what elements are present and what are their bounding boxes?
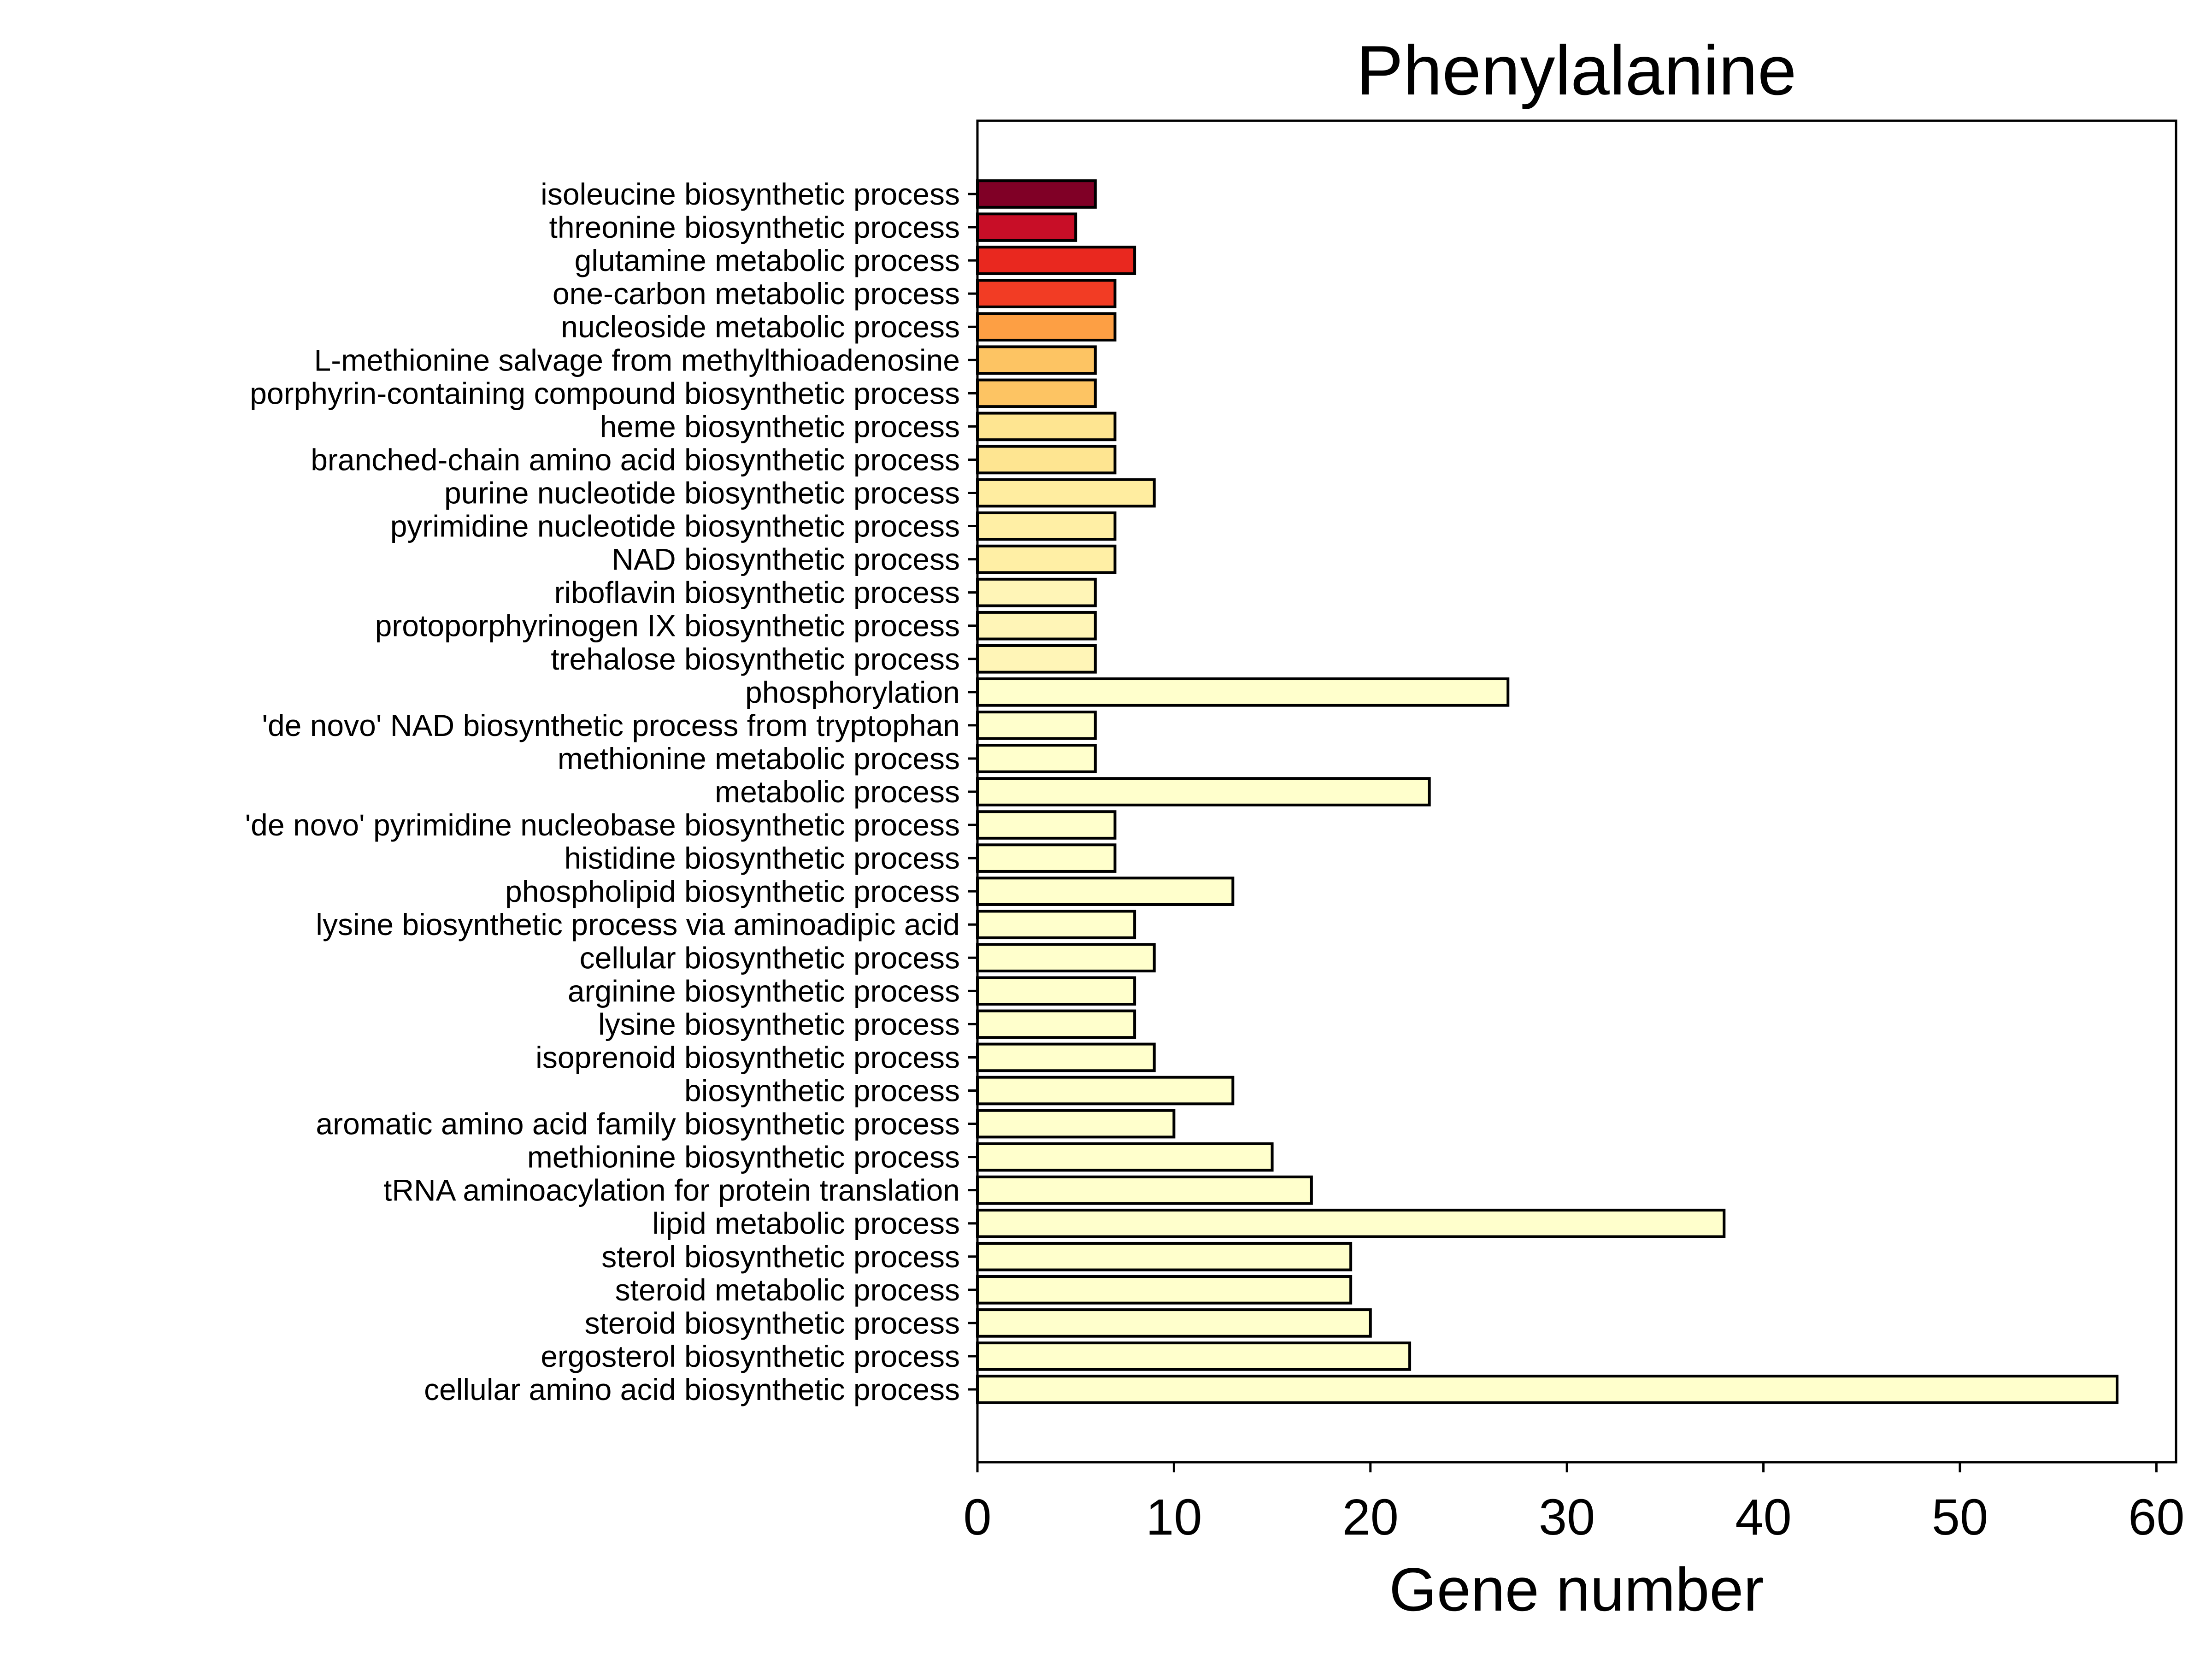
category-label: histidine biosynthetic process <box>565 841 960 875</box>
category-label: arginine biosynthetic process <box>568 974 960 1008</box>
category-label: cellular amino acid biosynthetic process <box>424 1372 960 1406</box>
bar <box>976 744 1097 773</box>
bar <box>976 212 1077 242</box>
category-label: riboflavin biosynthetic process <box>554 576 960 610</box>
bar <box>976 777 1431 806</box>
category-label: one-carbon metabolic process <box>553 276 960 311</box>
category-label: biosynthetic process <box>684 1074 960 1108</box>
bar <box>976 1308 1372 1338</box>
category-label: trehalose biosynthetic process <box>551 642 960 676</box>
x-tick-label: 40 <box>1735 1489 1791 1546</box>
category-label: purine nucleotide biosynthetic process <box>444 476 960 510</box>
category-label: isoleucine biosynthetic process <box>541 177 960 211</box>
bar <box>976 1042 1156 1072</box>
category-label: cellular biosynthetic process <box>580 941 960 975</box>
bar <box>976 345 1097 375</box>
bar <box>976 810 1117 840</box>
bar <box>976 1076 1235 1106</box>
bar <box>976 511 1117 541</box>
x-axis-label: Gene number <box>1389 1556 1764 1624</box>
category-label: methionine biosynthetic process <box>527 1140 960 1174</box>
category-label: 'de novo' NAD biosynthetic process from … <box>262 708 960 742</box>
bar <box>976 843 1117 873</box>
bar <box>976 910 1136 940</box>
bar <box>976 943 1156 973</box>
category-label: nucleoside metabolic process <box>561 310 960 344</box>
bar <box>976 412 1117 441</box>
category-label: ergosterol biosynthetic process <box>541 1339 960 1373</box>
bar <box>976 1175 1313 1205</box>
x-axis-ticks: 0 10 20 30 40 50 60 <box>963 1462 2185 1546</box>
bar <box>976 677 1510 707</box>
bar <box>976 445 1117 475</box>
category-label: porphyrin-containing compound biosynthet… <box>250 376 960 410</box>
category-label: lysine biosynthetic process <box>598 1007 960 1041</box>
category-label: threonine biosynthetic process <box>549 210 960 244</box>
bar <box>976 611 1097 641</box>
category-label: sterol biosynthetic process <box>601 1240 960 1274</box>
bar <box>976 544 1117 574</box>
bar <box>976 1241 1353 1271</box>
bar <box>976 711 1097 740</box>
x-tick-label: 20 <box>1342 1489 1399 1546</box>
category-label: methionine metabolic process <box>558 741 960 776</box>
category-label: L-methionine salvage from methylthioaden… <box>314 343 960 377</box>
category-label: steroid metabolic process <box>615 1273 960 1307</box>
category-label: pyrimidine nucleotide biosynthetic proce… <box>390 509 960 543</box>
bar <box>976 1275 1353 1305</box>
category-label: steroid biosynthetic process <box>585 1306 960 1340</box>
bar <box>976 644 1097 674</box>
x-tick-label: 50 <box>1932 1489 1988 1546</box>
category-label: lipid metabolic process <box>652 1206 960 1241</box>
bar <box>976 312 1117 342</box>
x-tick-label: 30 <box>1539 1489 1595 1546</box>
category-label: phospholipid biosynthetic process <box>505 874 960 908</box>
category-label: glutamine metabolic process <box>575 243 960 277</box>
bar <box>976 976 1136 1006</box>
bar <box>976 246 1136 275</box>
x-tick-label: 10 <box>1146 1489 1202 1546</box>
bars-group <box>976 179 2119 1404</box>
category-label: protoporphyrinogen IX biosynthetic proce… <box>375 609 960 643</box>
chart-title: Phenylalanine <box>1357 31 1797 110</box>
bar <box>976 179 1097 209</box>
bar <box>976 279 1117 308</box>
category-labels: isoleucine biosynthetic processthreonine… <box>245 177 977 1406</box>
bar <box>976 378 1097 408</box>
x-tick-label: 60 <box>2128 1489 2184 1546</box>
bar <box>976 1009 1136 1039</box>
category-label: heme biosynthetic process <box>600 409 960 443</box>
category-label: phosphorylation <box>745 675 960 709</box>
category-label: isoprenoid biosynthetic process <box>535 1040 960 1074</box>
bar <box>976 577 1097 607</box>
bar <box>976 1208 1726 1238</box>
category-label: metabolic process <box>715 775 960 809</box>
bar <box>976 877 1235 906</box>
bar <box>976 1142 1274 1172</box>
category-label: NAD biosynthetic process <box>612 542 960 577</box>
bar <box>976 1109 1176 1139</box>
category-label: aromatic amino acid family biosynthetic … <box>316 1107 960 1141</box>
bar <box>976 1375 2119 1404</box>
category-label: tRNA aminoacylation for protein translat… <box>383 1173 960 1207</box>
bar <box>976 1341 1412 1371</box>
x-tick-label: 0 <box>963 1489 991 1546</box>
category-label: branched-chain amino acid biosynthetic p… <box>311 442 960 477</box>
category-label: lysine biosynthetic process via aminoadi… <box>316 907 960 941</box>
category-label: 'de novo' pyrimidine nucleobase biosynth… <box>245 808 960 842</box>
bar <box>976 478 1156 508</box>
